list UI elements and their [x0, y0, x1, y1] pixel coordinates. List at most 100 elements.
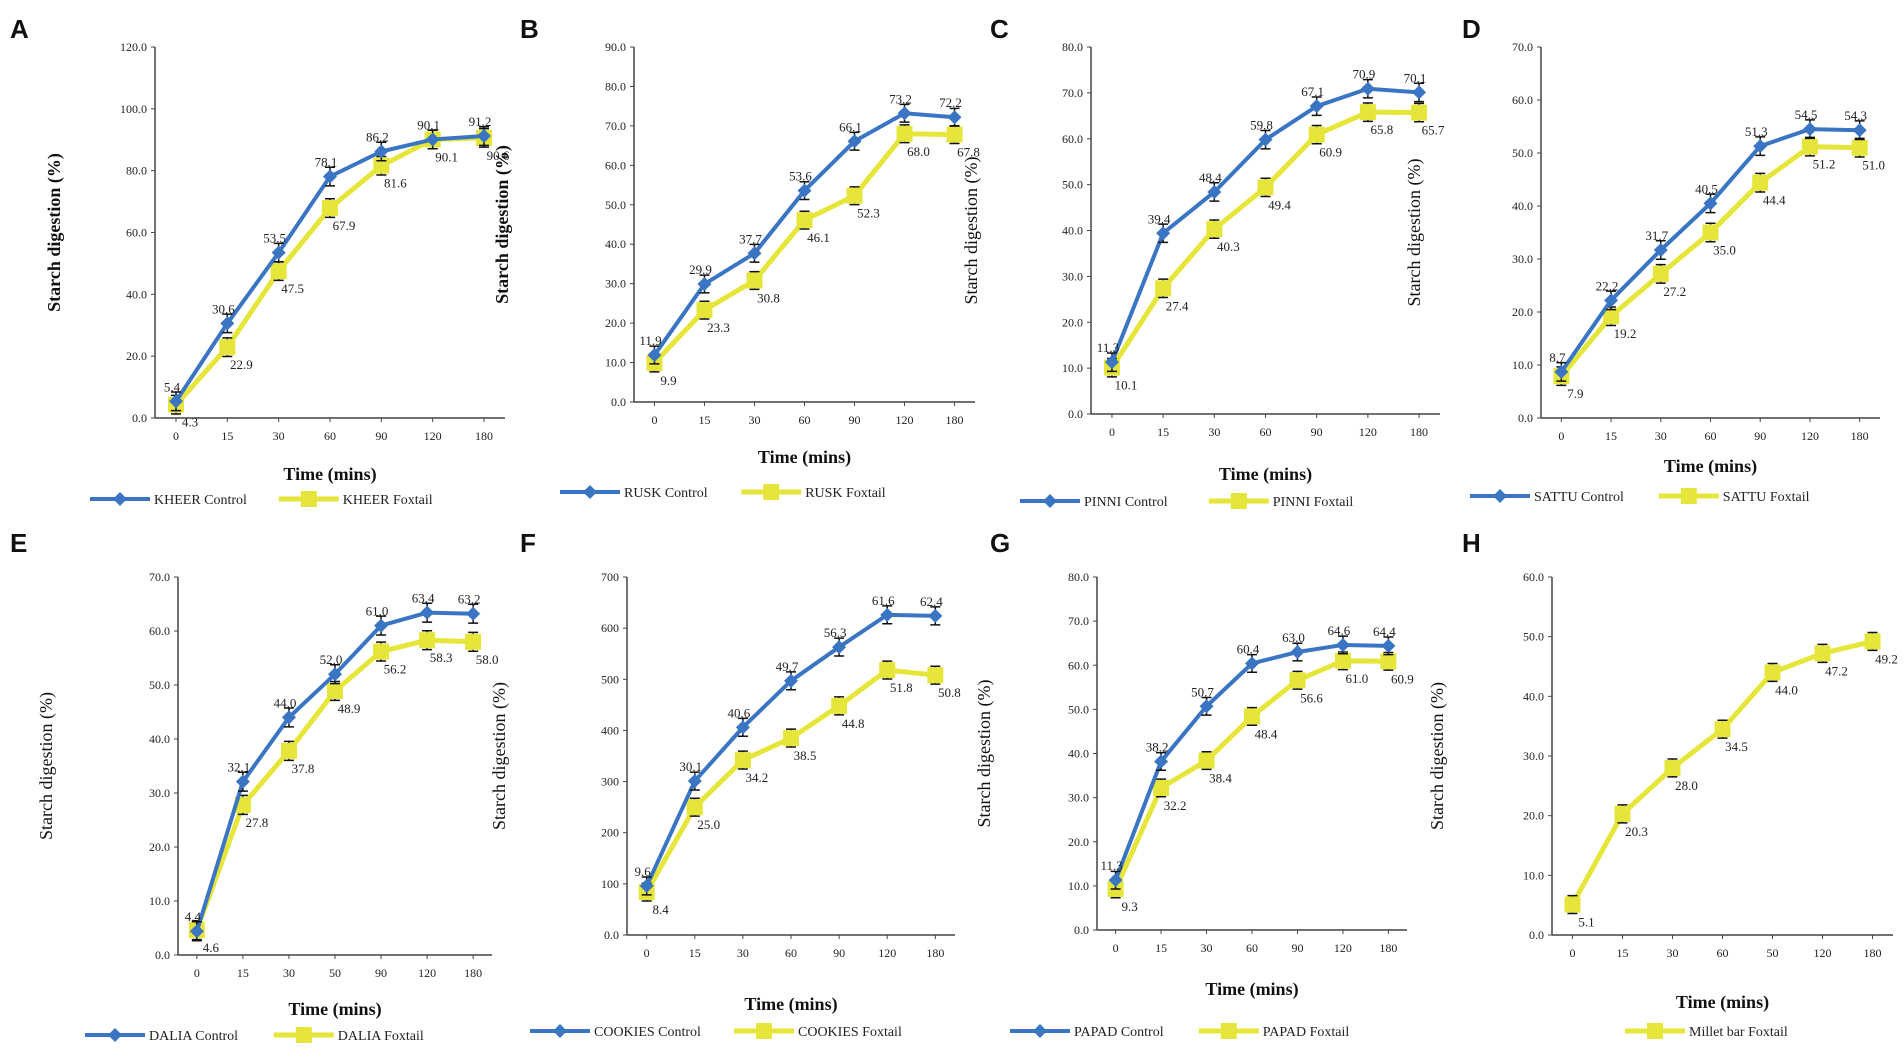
data-label: 27.2 [1663, 284, 1686, 299]
series-line [1109, 109, 1420, 370]
data-label: 9.3 [1121, 899, 1137, 914]
data-label: 40.5 [1695, 181, 1718, 196]
data-label: 70.9 [1352, 67, 1375, 82]
legend-b: RUSK Control RUSK Foxtail [560, 484, 886, 501]
data-point-control [374, 618, 389, 633]
data-point-control [1703, 196, 1718, 211]
y-tick-label: 50.0 [1068, 702, 1089, 716]
x-tick-label: 0 [194, 966, 200, 980]
data-label: 90.1 [435, 149, 458, 164]
data-label: 64.4 [1373, 624, 1396, 639]
data-label: 56.2 [384, 662, 407, 677]
legend-entry-foxtail: KHEER Foxtail [343, 493, 433, 508]
legend-swatch-marker [1493, 489, 1507, 503]
data-label: 11.3 [1097, 340, 1119, 355]
data-point-foxtail [322, 200, 338, 217]
data-label: 32.2 [1164, 798, 1187, 813]
x-tick-label: 30 [1208, 425, 1220, 439]
y-tick-label: 0.0 [1074, 923, 1089, 937]
y-tick-label: 40.0 [1062, 224, 1083, 238]
x-axis-title-h: Time (mins) [1676, 992, 1769, 1013]
x-tick-label: 180 [926, 946, 944, 960]
data-point-foxtail [270, 263, 287, 280]
data-label: 34.2 [746, 770, 769, 785]
data-point-foxtail [1198, 752, 1215, 769]
y-tick-label: 120.0 [120, 40, 147, 54]
data-label: 25.0 [697, 817, 720, 832]
data-label: 8.4 [653, 902, 670, 917]
legend-swatch-marker [583, 485, 597, 499]
series-line [1570, 639, 1874, 906]
chart-panel-f: F 0.0 100 200 300 400 500 600 700 0 15 30 60 90 120 180… [489, 528, 961, 1040]
legend-swatch-marker [1647, 1023, 1663, 1039]
x-tick-label: 30 [1201, 941, 1213, 955]
legend-entry-control: RUSK Control [624, 486, 708, 501]
data-label: 38.2 [1146, 739, 1169, 754]
data-label: 32.1 [228, 760, 251, 775]
x-tick-label: 0 [173, 429, 179, 443]
y-axis-title-d: Starch digestion (%) [1404, 159, 1425, 307]
series-foxtail-e: 4.6 27.8 37.8 48.9 56.2 58.3 58.0 [188, 629, 499, 955]
y-tick-label: 60.0 [1062, 132, 1083, 146]
legend-e: DALIA Control DALIA Foxtail [85, 1027, 424, 1044]
y-tick-label: 80.0 [1062, 40, 1083, 54]
x-tick-label: 120 [1334, 941, 1352, 955]
legend-entry-foxtail: Millet bar Foxtail [1689, 1025, 1788, 1040]
data-point-control [928, 608, 943, 623]
y-tick-label: 50.0 [605, 198, 626, 212]
panel-letter-e: E [10, 528, 27, 558]
data-label: 48.4 [1199, 170, 1222, 185]
data-point-foxtail [1764, 664, 1781, 681]
x-axis-title-c: Time (mins) [1219, 464, 1312, 485]
data-point-foxtail [927, 667, 944, 684]
data-label: 30.8 [757, 291, 780, 306]
data-label: 86.2 [366, 129, 389, 144]
x-axis-title-b: Time (mins) [758, 447, 851, 468]
data-label: 81.6 [384, 176, 407, 191]
data-point-foxtail [1359, 104, 1376, 121]
data-point-control [1335, 637, 1350, 652]
data-label: 11.9 [639, 333, 661, 348]
x-tick-label: 60 [1260, 425, 1272, 439]
y-tick-label: 30.0 [605, 277, 626, 291]
legend-swatch-marker [113, 492, 127, 506]
data-label: 56.3 [824, 625, 847, 640]
y-tick-label: 50.0 [149, 678, 170, 692]
legend-swatch-marker [1230, 493, 1247, 509]
data-point-control [647, 348, 662, 363]
data-point-control [897, 106, 912, 121]
data-label: 23.3 [707, 320, 730, 335]
data-point-foxtail [1652, 265, 1669, 282]
data-label: 50.7 [1191, 684, 1214, 699]
data-label: 63.4 [412, 591, 435, 606]
data-point-control [1245, 656, 1259, 671]
series-foxtail-f: 8.4 25.0 34.2 38.5 44.8 51.8 50.8 [638, 660, 961, 917]
x-tick-label: 0 [1558, 429, 1564, 443]
data-point-control [323, 169, 337, 184]
chart-panel-c: C 0.0 10.0 20.0 30.0 40.0 50.0 60.0 70.0 80.0 0 15 3… [961, 14, 1445, 510]
data-label: 49.4 [1268, 197, 1291, 212]
y-tick-label: 0.0 [1068, 407, 1083, 421]
x-tick-label: 120 [1359, 425, 1377, 439]
chart-panel-b: B 0.0 10.0 20.0 30.0 40.0 50.0 60.0 70.0 80.0 90.0… [492, 14, 980, 501]
data-label: 90.1 [417, 117, 440, 132]
y-tick-label: 70.0 [1512, 40, 1533, 54]
x-tick-label: 60 [799, 413, 811, 427]
data-point-foxtail [734, 752, 751, 769]
data-point-control [1108, 873, 1123, 888]
data-label: 70.1 [1404, 70, 1427, 85]
data-point-control [281, 710, 296, 725]
data-label: 54.3 [1844, 108, 1867, 123]
data-label: 64.6 [1328, 623, 1351, 638]
y-tick-label: 400 [601, 723, 619, 737]
legend-entry-foxtail: COOKIES Foxtail [798, 1025, 902, 1040]
data-label: 66.1 [839, 119, 862, 134]
data-point-control [797, 183, 812, 198]
series-control-b: 11.9 29.9 37.7 53.6 66.1 73.2 72.2 [639, 91, 962, 365]
data-point-control [1753, 139, 1768, 154]
data-point-control [169, 394, 183, 409]
data-point-control [220, 316, 235, 331]
x-tick-label: 50 [329, 966, 341, 980]
x-tick-label: 15 [1605, 429, 1617, 443]
data-label: 62.4 [920, 594, 943, 609]
